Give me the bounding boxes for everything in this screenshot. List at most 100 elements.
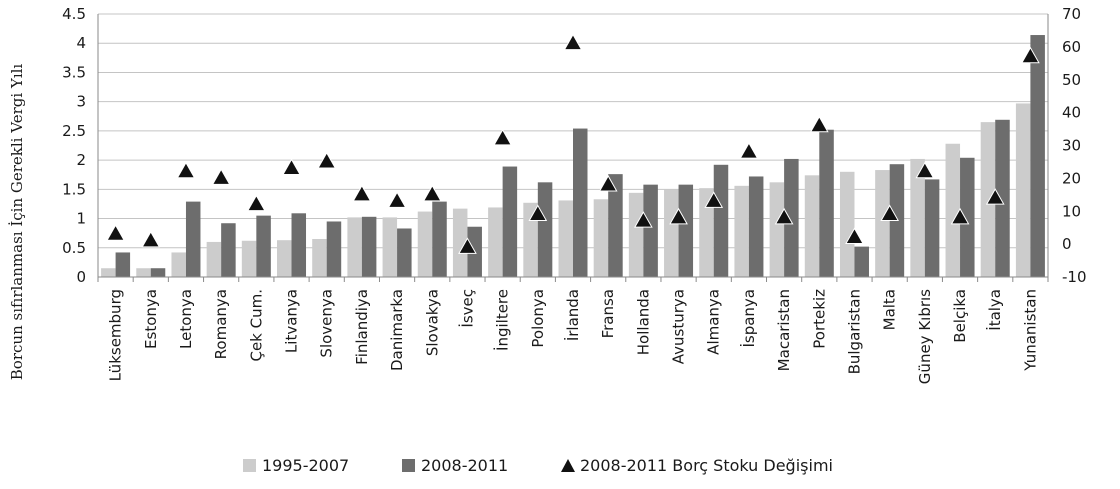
y-tick-label: 3 bbox=[76, 93, 86, 111]
bar-1995-2007 bbox=[804, 175, 820, 277]
bar-2008-2011 bbox=[361, 216, 377, 277]
bar-1995-2007 bbox=[980, 122, 996, 277]
category-labels: Lüksemburg Estonya Letonya Romanya Çek Cum. L… bbox=[107, 289, 1040, 384]
marker-debt-change bbox=[387, 191, 407, 208]
category-label: Çek Cum. bbox=[247, 289, 265, 362]
marker-debt-change bbox=[282, 158, 301, 176]
bar-1995-2007 bbox=[875, 170, 890, 277]
legend-label-debt-change: 2008-2011 Borç Stoku Değişimi bbox=[580, 456, 833, 475]
bar-1995-2007 bbox=[277, 240, 292, 277]
marker-debt-change bbox=[809, 115, 829, 133]
y2-tick-label: -10 bbox=[1062, 268, 1087, 286]
bar-2008-2011 bbox=[150, 268, 166, 277]
y-tick-label: 4.5 bbox=[62, 5, 86, 23]
bar-2008-2011 bbox=[432, 201, 447, 277]
marker-debt-change bbox=[563, 33, 583, 51]
y2-tick-label: 40 bbox=[1062, 104, 1081, 122]
marker-debt-change bbox=[317, 151, 337, 169]
marker-debt-change bbox=[352, 184, 372, 202]
bar-2008-2011 bbox=[713, 164, 729, 277]
bar-1995-2007 bbox=[699, 188, 714, 277]
bar-2008-2011 bbox=[537, 182, 553, 277]
bar-2008-2011 bbox=[924, 179, 940, 277]
y2-tick-label: 50 bbox=[1062, 71, 1081, 89]
category-label: Slovakya bbox=[423, 289, 441, 356]
bar-2008-2011 bbox=[643, 184, 658, 277]
y2-tick-label: 10 bbox=[1062, 202, 1081, 220]
bar-2008-2011 bbox=[1030, 35, 1045, 277]
category-label: Yunanistan bbox=[1021, 289, 1039, 372]
category-label: Litvanya bbox=[283, 289, 301, 353]
y-tick-label: 2 bbox=[76, 151, 86, 169]
bar-2008-2011 bbox=[854, 246, 869, 277]
marker-debt-change bbox=[528, 204, 548, 222]
category-label: Finlandiya bbox=[353, 289, 371, 365]
category-label: İspanya bbox=[739, 289, 758, 348]
category-label: Malta bbox=[881, 289, 899, 330]
y-tick-label: 0.5 bbox=[62, 239, 86, 257]
y-tick-label: 2.5 bbox=[62, 122, 86, 140]
marker-debt-change bbox=[739, 142, 759, 159]
bar-2008-2011 bbox=[326, 221, 342, 277]
marker-debt-change bbox=[598, 174, 618, 192]
category-label: İtalya bbox=[985, 289, 1004, 331]
y-tick-label: 3.5 bbox=[62, 63, 86, 81]
marker-debt-change bbox=[211, 168, 231, 185]
legend: 1995-2007 2008-2011 2008-2011 Borç Stoku… bbox=[243, 456, 833, 475]
category-label: Belçika bbox=[951, 289, 969, 343]
bar-2008-2011 bbox=[115, 252, 131, 277]
bar-2008-2011 bbox=[995, 119, 1010, 277]
bar-2008-2011 bbox=[748, 176, 764, 277]
marker-debt-change bbox=[141, 230, 161, 248]
category-label: Hollanda bbox=[634, 289, 652, 355]
bar-2008-2011 bbox=[256, 215, 271, 277]
category-label: Portekiz bbox=[810, 289, 828, 349]
legend-swatch-1995-2007 bbox=[243, 459, 256, 472]
category-label: İngiltere bbox=[493, 289, 512, 351]
bar-1995-2007 bbox=[241, 240, 257, 277]
marker-debt-change bbox=[634, 211, 653, 228]
category-label: Danimarka bbox=[388, 289, 406, 371]
y2-tick-label: 0 bbox=[1062, 235, 1072, 253]
marker-debt-change bbox=[950, 207, 970, 225]
category-label: Bulgaristan bbox=[845, 289, 863, 374]
axes bbox=[97, 14, 1049, 282]
bar-1995-2007 bbox=[347, 217, 362, 277]
y-tick-label: 1 bbox=[76, 210, 86, 228]
category-label: Polonya bbox=[529, 289, 547, 348]
bar-1995-2007 bbox=[452, 208, 468, 277]
bar-1995-2007 bbox=[628, 192, 644, 277]
bar-2008-2011 bbox=[678, 184, 694, 277]
marker-debt-change bbox=[1021, 46, 1040, 64]
y2-tick-label: 70 bbox=[1062, 5, 1081, 23]
category-label: Almanya bbox=[705, 289, 723, 355]
bar-2008-2011 bbox=[784, 158, 799, 277]
marker-debt-change bbox=[176, 161, 196, 179]
bar-1995-2007 bbox=[101, 268, 116, 277]
bar-2008-2011 bbox=[573, 128, 588, 277]
marker-debt-change bbox=[985, 188, 1005, 205]
bars bbox=[101, 35, 1045, 277]
bar-1995-2007 bbox=[312, 239, 327, 277]
marker-debt-change bbox=[493, 128, 512, 146]
category-label: Slovenya bbox=[318, 289, 336, 358]
category-label: Fransa bbox=[599, 289, 617, 338]
y-axis-title: Borcun sıfırlanması İçin Gerekli Vergi Y… bbox=[8, 64, 26, 381]
bar-1995-2007 bbox=[734, 185, 749, 277]
bar-2008-2011 bbox=[185, 201, 201, 277]
bar-2008-2011 bbox=[819, 129, 834, 277]
category-label: Letonya bbox=[177, 289, 195, 349]
marker-debt-change bbox=[669, 207, 688, 225]
marker-debt-change bbox=[246, 194, 266, 212]
bar-2008-2011 bbox=[397, 228, 412, 277]
bar-1995-2007 bbox=[558, 200, 573, 277]
y2-tick-label: 20 bbox=[1062, 169, 1081, 187]
bar-1995-2007 bbox=[664, 189, 679, 277]
marker-debt-change bbox=[106, 224, 125, 241]
legend-swatch-2008-2011 bbox=[402, 459, 415, 472]
bar-1995-2007 bbox=[1015, 103, 1031, 277]
y-tick-label: 4 bbox=[76, 34, 86, 52]
category-label: Lüksemburg bbox=[107, 289, 125, 381]
